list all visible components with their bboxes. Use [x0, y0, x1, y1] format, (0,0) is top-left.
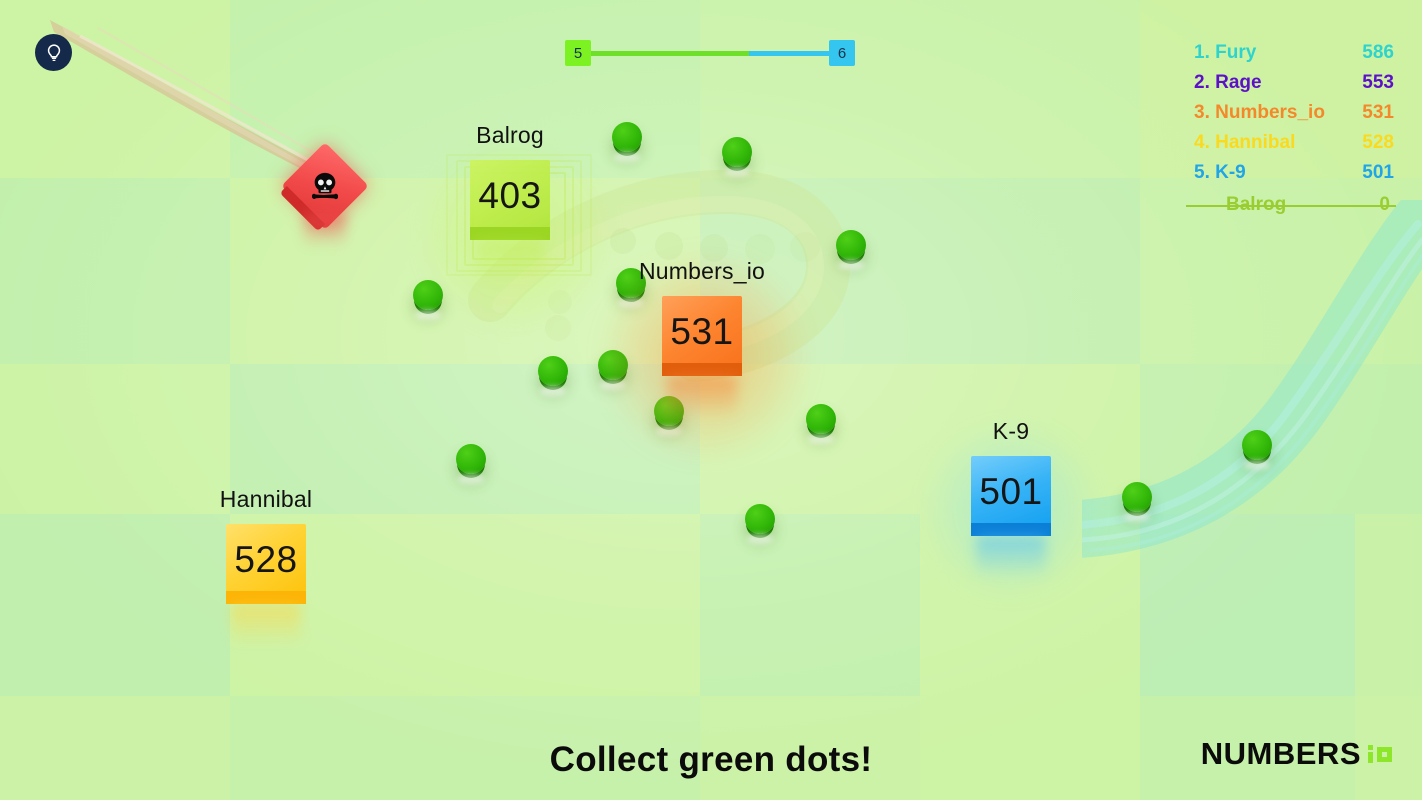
player-name-label: K-9 — [992, 418, 1030, 444]
leaderboard-row: 1. Fury 586 — [1194, 38, 1394, 68]
block-reflection — [230, 604, 302, 646]
level-progress-bar: 5 6 — [565, 40, 855, 66]
ghost-dot — [548, 290, 572, 314]
leaderboard-name: 1. Fury — [1194, 42, 1257, 63]
player-block[interactable]: 528 — [226, 524, 306, 646]
player-name-label: Balrog — [476, 122, 544, 148]
ghost-dot — [610, 228, 636, 254]
player-hannibal[interactable]: Hannibal 528 — [220, 486, 312, 646]
logo-wordmark: NUMBERS — [1200, 736, 1361, 771]
green-dot[interactable] — [456, 444, 486, 474]
leaderboard-name: Balrog — [1226, 194, 1287, 215]
player-numbers-io[interactable]: Numbers_io 531 — [600, 250, 812, 462]
player-balrog[interactable]: Balrog 403 — [420, 122, 610, 330]
logo-o-glyph — [1377, 746, 1392, 762]
logo-io-mark — [1368, 745, 1392, 763]
marker-reflection — [304, 213, 346, 247]
game-logo: NUMBERS — [1201, 736, 1392, 772]
leaderboard-score: 501 — [1362, 162, 1394, 183]
skull-marker[interactable] — [281, 142, 369, 247]
player-score-value: 531 — [670, 311, 734, 352]
logo-i-glyph — [1368, 745, 1373, 763]
ghost-dot — [745, 234, 775, 264]
block-reflection — [474, 240, 546, 282]
player-block[interactable]: 501 — [971, 456, 1051, 578]
player-block[interactable]: 403 — [470, 160, 550, 282]
block-base — [470, 227, 550, 240]
leaderboard-score: 528 — [1362, 132, 1394, 153]
level-from-badge: 5 — [565, 40, 591, 66]
hint-bulb-button[interactable] — [35, 34, 72, 71]
leaderboard-score: 531 — [1362, 102, 1394, 123]
leaderboard-row: 2. Rage 553 — [1194, 68, 1394, 98]
leaderboard: 1. Fury 586 2. Rage 553 3. Numbers_io 53… — [1186, 38, 1396, 220]
lightbulb-icon — [47, 43, 60, 61]
block-base — [971, 523, 1051, 536]
player-name-label: Hannibal — [219, 486, 313, 512]
ghost-dot — [790, 232, 820, 262]
leaderboard-score: 0 — [1379, 194, 1390, 215]
block-base — [662, 363, 742, 376]
player-score-value: 528 — [234, 539, 298, 580]
player-k9[interactable]: K-9 501 — [925, 418, 1097, 596]
player-score-value: 403 — [478, 175, 542, 216]
self-row-strike — [1186, 205, 1396, 207]
block-reflection — [666, 376, 738, 418]
leaderboard-row: 5. K-9 501 — [1194, 158, 1394, 188]
ghost-dot — [700, 234, 728, 262]
green-dot[interactable] — [538, 356, 568, 386]
skull-icon — [294, 155, 356, 217]
leaderboard-name: 5. K-9 — [1194, 162, 1246, 183]
player-block[interactable]: 531 — [662, 296, 742, 418]
player-score-value: 501 — [979, 471, 1043, 512]
green-dot[interactable] — [1242, 430, 1272, 460]
leaderboard-name: 3. Numbers_io — [1194, 102, 1325, 123]
ghost-dot — [655, 232, 683, 260]
level-to-badge: 6 — [829, 40, 855, 66]
leaderboard-row: 3. Numbers_io 531 — [1194, 98, 1394, 128]
green-dot[interactable] — [598, 350, 628, 380]
block-base — [226, 591, 306, 604]
leaderboard-score: 553 — [1362, 72, 1394, 93]
leaderboard-row: 4. Hannibal 528 — [1194, 128, 1394, 158]
green-dot[interactable] — [413, 280, 443, 310]
player-name-label: Numbers_io — [639, 258, 765, 284]
block-reflection — [975, 536, 1047, 578]
progress-track — [587, 51, 833, 56]
green-dot[interactable] — [806, 404, 836, 434]
green-dot[interactable] — [836, 230, 866, 260]
green-dot[interactable] — [616, 268, 646, 298]
progress-fill — [587, 51, 750, 56]
leaderboard-score: 586 — [1362, 42, 1394, 63]
green-dot[interactable] — [612, 122, 642, 152]
ghost-dot — [545, 315, 571, 341]
leaderboard-self-row: Balrog 0 — [1186, 190, 1396, 220]
hint-text: Collect green dots! — [549, 740, 873, 779]
green-dot[interactable] — [1122, 482, 1152, 512]
leaderboard-name: 4. Hannibal — [1194, 132, 1296, 153]
green-dot[interactable] — [722, 137, 752, 167]
green-dot[interactable] — [745, 504, 775, 534]
leaderboard-name: 2. Rage — [1194, 72, 1262, 93]
